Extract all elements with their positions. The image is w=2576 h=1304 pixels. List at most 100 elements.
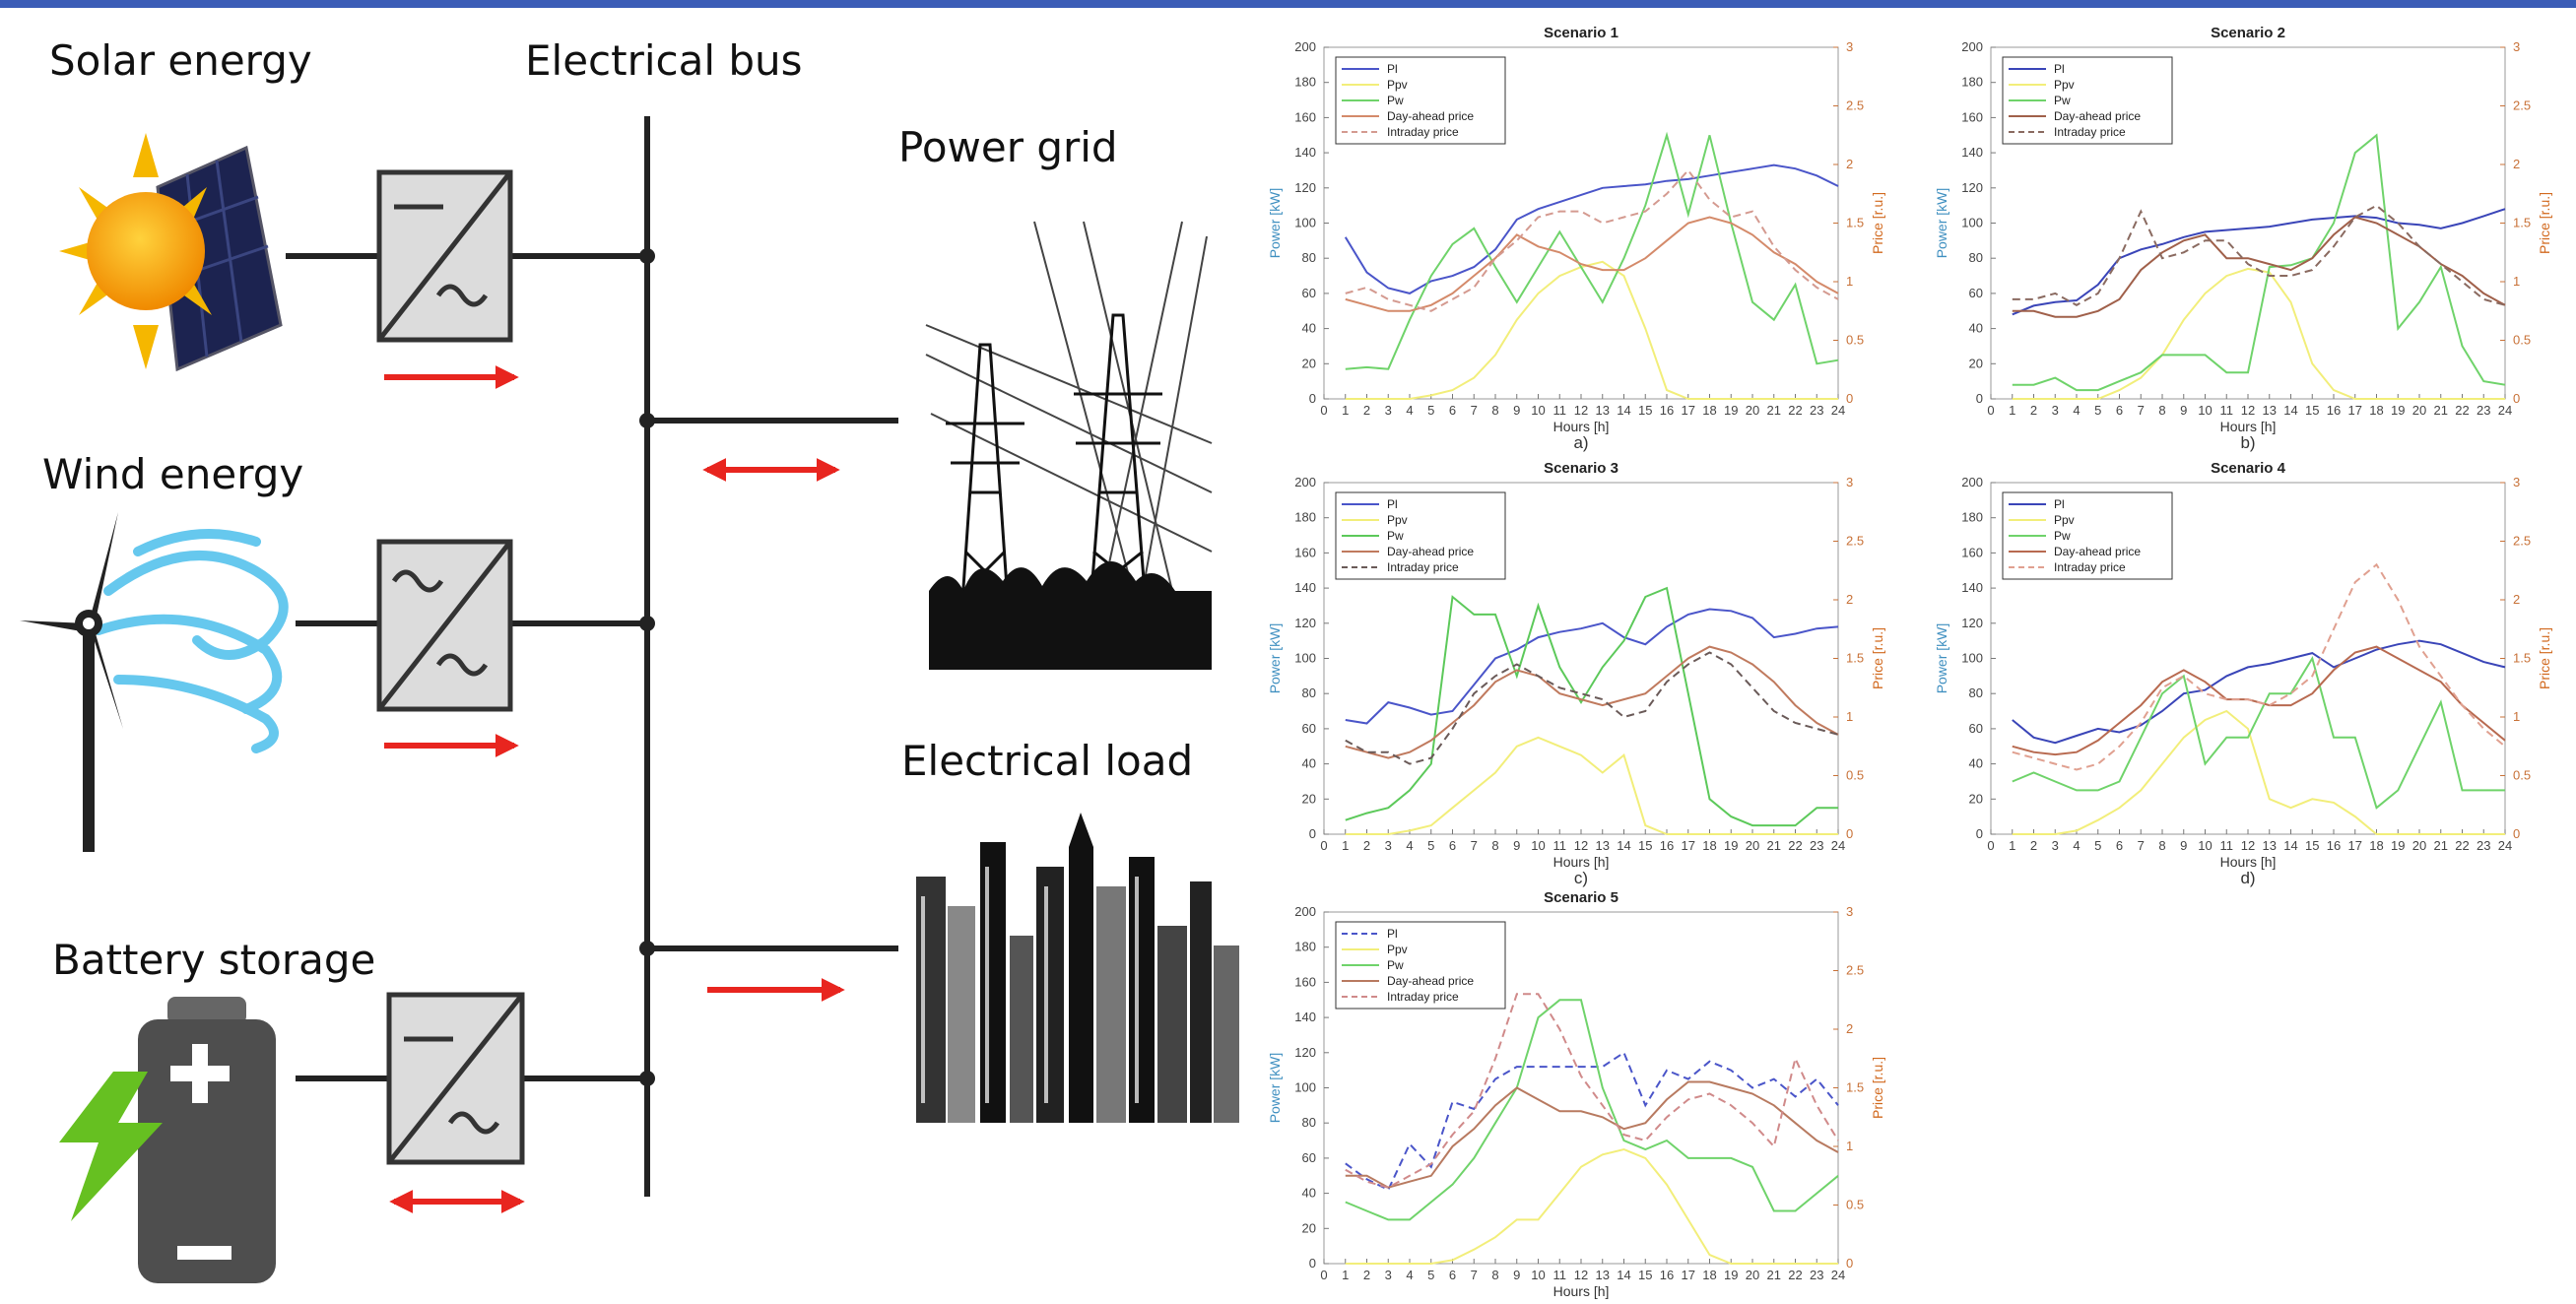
x-tick-label: 9 bbox=[2180, 838, 2187, 853]
y-tick-label: 140 bbox=[1961, 580, 1983, 595]
x-tick-label: 20 bbox=[1746, 1268, 1759, 1282]
x-tick-label: 9 bbox=[1513, 1268, 1520, 1282]
x-tick-label: 15 bbox=[1638, 838, 1652, 853]
charts: Scenario 1012345678910111213141516171819… bbox=[1267, 25, 2552, 1299]
x-tick-label: 22 bbox=[1788, 403, 1802, 418]
x-tick-label: 13 bbox=[2263, 403, 2277, 418]
solar-label: Solar energy bbox=[49, 36, 312, 85]
y-tick-label: 160 bbox=[1294, 545, 1316, 559]
y-tick-label: 80 bbox=[1302, 250, 1316, 265]
x-tick-label: 17 bbox=[2348, 838, 2362, 853]
x-tick-label: 12 bbox=[1574, 838, 1588, 853]
x-tick-label: 3 bbox=[2052, 403, 2059, 418]
y-tick-label: 200 bbox=[1961, 39, 1983, 54]
x-tick-label: 19 bbox=[2391, 838, 2405, 853]
x-tick-label: 15 bbox=[2305, 403, 2319, 418]
y2-tick-label: 0 bbox=[1846, 826, 1853, 841]
x-tick-label: 5 bbox=[1427, 1268, 1434, 1282]
y-tick-label: 120 bbox=[1961, 616, 1983, 630]
y2-tick-label: 2.5 bbox=[2513, 534, 2531, 549]
y-tick-label: 160 bbox=[1294, 109, 1316, 124]
x-tick-label: 17 bbox=[1682, 838, 1695, 853]
y-tick-label: 40 bbox=[1302, 321, 1316, 336]
y2-tick-label: 1 bbox=[2513, 709, 2520, 724]
y-tick-label: 140 bbox=[1294, 580, 1316, 595]
y-tick-label: 180 bbox=[1294, 940, 1316, 954]
legend-label: Day-ahead price bbox=[2054, 545, 2141, 558]
y2-tick-label: 1.5 bbox=[1846, 651, 1864, 666]
chart-title: Scenario 4 bbox=[2211, 460, 2286, 477]
x-tick-label: 16 bbox=[1660, 838, 1674, 853]
x-tick-label: 21 bbox=[1767, 838, 1781, 853]
y-tick-label: 100 bbox=[1961, 651, 1983, 666]
x-tick-label: 19 bbox=[1724, 838, 1738, 853]
x-tick-label: 13 bbox=[1596, 1268, 1610, 1282]
y2-axis-label: Price [r.u.] bbox=[1870, 192, 1885, 254]
legend-label: Pl bbox=[1387, 497, 1398, 511]
x-tick-label: 9 bbox=[2180, 403, 2187, 418]
wind-label: Wind energy bbox=[42, 450, 303, 498]
x-tick-label: 4 bbox=[1406, 403, 1413, 418]
x-tick-label: 7 bbox=[1471, 838, 1478, 853]
y2-tick-label: 1 bbox=[1846, 274, 1853, 289]
legend-label: Intraday price bbox=[2054, 125, 2126, 139]
x-tick-label: 13 bbox=[1596, 403, 1610, 418]
x-tick-label: 10 bbox=[2198, 403, 2212, 418]
y-tick-label: 40 bbox=[1302, 1186, 1316, 1201]
x-tick-label: 0 bbox=[1987, 838, 1994, 853]
x-tick-label: 7 bbox=[1471, 1268, 1478, 1282]
x-tick-label: 12 bbox=[1574, 1268, 1588, 1282]
y2-tick-label: 0.5 bbox=[1846, 333, 1864, 348]
y2-tick-label: 0 bbox=[2513, 826, 2520, 841]
y2-axis-label: Price [r.u.] bbox=[2537, 192, 2552, 254]
y2-tick-label: 0 bbox=[2513, 391, 2520, 406]
x-tick-label: 23 bbox=[2477, 403, 2490, 418]
y-tick-label: 20 bbox=[1302, 791, 1316, 806]
chart: Scenario 5012345678910111213141516171819… bbox=[1267, 889, 1885, 1299]
y2-tick-label: 2 bbox=[1846, 592, 1853, 607]
legend-label: Pw bbox=[1387, 94, 1404, 107]
y2-tick-label: 3 bbox=[1846, 39, 1853, 54]
y-tick-label: 160 bbox=[1961, 545, 1983, 559]
x-tick-label: 1 bbox=[1342, 1268, 1349, 1282]
y2-tick-label: 3 bbox=[1846, 475, 1853, 489]
legend-label: Day-ahead price bbox=[1387, 545, 1474, 558]
y-axis-label: Power [kW] bbox=[1267, 1053, 1283, 1124]
diagram: Solar energy Electrical bus Power grid W… bbox=[20, 36, 1239, 1283]
legend-label: Pl bbox=[1387, 62, 1398, 76]
x-tick-label: 16 bbox=[1660, 403, 1674, 418]
y-tick-label: 20 bbox=[1302, 1220, 1316, 1235]
grid-label: Power grid bbox=[898, 123, 1118, 171]
y2-tick-label: 0.5 bbox=[2513, 768, 2531, 783]
x-axis-label: Hours [h] bbox=[1553, 1283, 1610, 1299]
converter bbox=[379, 542, 510, 709]
node bbox=[639, 1071, 655, 1086]
x-tick-label: 22 bbox=[2455, 403, 2469, 418]
legend-label: Intraday price bbox=[1387, 990, 1459, 1004]
x-tick-label: 16 bbox=[2327, 403, 2341, 418]
y2-tick-label: 2.5 bbox=[1846, 963, 1864, 978]
grid-icon bbox=[926, 222, 1212, 670]
y-tick-label: 20 bbox=[1302, 356, 1316, 370]
x-tick-label: 19 bbox=[2391, 403, 2405, 418]
x-tick-label: 2 bbox=[1363, 403, 1370, 418]
y2-tick-label: 0.5 bbox=[1846, 768, 1864, 783]
x-tick-label: 23 bbox=[1810, 1268, 1823, 1282]
y2-tick-label: 3 bbox=[2513, 39, 2520, 54]
x-tick-label: 8 bbox=[1491, 403, 1498, 418]
x-tick-label: 1 bbox=[1342, 403, 1349, 418]
x-tick-label: 12 bbox=[1574, 403, 1588, 418]
x-tick-label: 22 bbox=[1788, 838, 1802, 853]
y-tick-label: 120 bbox=[1294, 1045, 1316, 1060]
y2-tick-label: 1.5 bbox=[1846, 216, 1864, 230]
x-tick-label: 23 bbox=[1810, 403, 1823, 418]
x-tick-label: 3 bbox=[1385, 838, 1392, 853]
caption: c) bbox=[1574, 869, 1588, 887]
legend-label: Ppv bbox=[1387, 513, 1408, 527]
x-tick-label: 2 bbox=[1363, 1268, 1370, 1282]
x-tick-label: 2 bbox=[2030, 403, 2037, 418]
y-tick-label: 20 bbox=[1969, 791, 1983, 806]
x-tick-label: 17 bbox=[1682, 1268, 1695, 1282]
